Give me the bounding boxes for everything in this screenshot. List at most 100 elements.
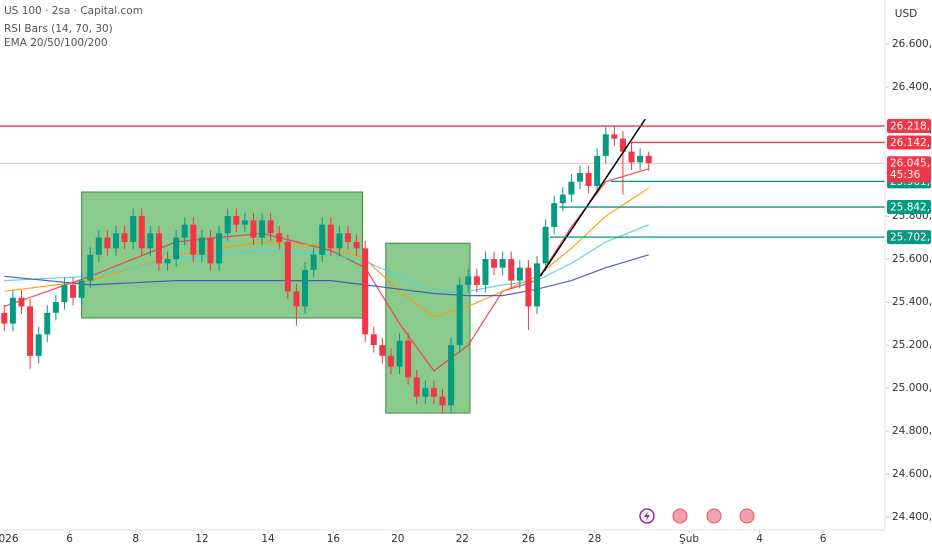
candle-body <box>267 220 274 234</box>
candle-body <box>456 284 463 346</box>
candle-body <box>1 312 8 324</box>
candle-body <box>551 203 558 227</box>
candle-body <box>259 220 266 238</box>
flag-icon[interactable] <box>706 508 722 524</box>
candle-body <box>637 155 644 163</box>
x-tick-label: 14 <box>261 533 275 545</box>
candle-body <box>147 233 154 249</box>
level-label: 26.218,8 <box>890 121 932 133</box>
candle-body <box>448 345 455 406</box>
candle-body <box>602 134 609 156</box>
candle-body <box>18 297 25 307</box>
level-label-bg <box>887 230 931 245</box>
candle-body <box>396 340 403 367</box>
candle-body <box>499 259 506 268</box>
candle-body <box>190 224 197 255</box>
candle-body <box>44 312 51 335</box>
symbol-title: US 100 · 2sa · Capital.com <box>4 5 143 17</box>
candle-body <box>293 291 300 307</box>
x-tick-label: 16 <box>327 533 341 545</box>
candle-body <box>138 216 145 249</box>
candle-body <box>439 396 446 406</box>
x-tick-label: 4 <box>756 533 763 545</box>
candle-body <box>276 233 283 242</box>
candle-body <box>302 269 309 307</box>
plot-area <box>0 118 885 414</box>
candle-body <box>9 297 16 324</box>
level-label-bg <box>887 135 931 150</box>
candle-body <box>508 259 515 281</box>
candle-body <box>473 276 480 285</box>
candle-body <box>78 280 85 298</box>
candle-body <box>130 216 137 242</box>
trendline <box>539 118 646 277</box>
last-price-bg <box>887 156 931 183</box>
candle-body <box>173 237 180 260</box>
candle-body <box>465 276 472 285</box>
candle-body <box>491 259 498 268</box>
x-tick-label: 6 <box>820 533 827 545</box>
y-tick-label: 24.400,0 <box>892 511 932 523</box>
range-box <box>385 242 471 414</box>
candle-body <box>207 237 214 264</box>
ema-line <box>4 254 649 297</box>
x-tick-label: 26 <box>522 533 536 545</box>
candle-body <box>422 388 429 397</box>
candle-body <box>594 155 601 186</box>
candle-body <box>121 233 128 242</box>
y-tick-label: 25.000,0 <box>892 382 932 394</box>
candle-body <box>542 226 549 264</box>
candle-body <box>344 233 351 242</box>
y-tick-label: 24.600,0 <box>892 468 932 480</box>
candle-body <box>336 233 343 249</box>
candle-body <box>250 220 257 238</box>
level-label: 25.842,0 <box>890 202 932 214</box>
x-tick-label: 20 <box>391 533 404 545</box>
indicator-label: RSI Bars (14, 70, 30) <box>4 23 113 35</box>
candle-body <box>310 254 317 270</box>
candle-body <box>52 302 59 313</box>
candle-body <box>482 259 489 285</box>
candle-body <box>362 248 369 335</box>
flag-icon[interactable] <box>739 508 755 524</box>
candle-body <box>413 377 420 397</box>
candle-body <box>104 237 111 249</box>
candle-body <box>27 306 34 356</box>
y-tick-label: 25.200,0 <box>892 339 932 351</box>
candle-body <box>164 259 171 264</box>
level-label: 25.702,1 <box>890 232 932 244</box>
candle-body <box>35 334 42 356</box>
countdown-label: 45:36 <box>890 169 921 181</box>
candle-body <box>611 134 618 139</box>
level-label: 26.142,5 <box>890 137 932 149</box>
candle-body <box>568 181 575 195</box>
candle-body <box>216 233 223 264</box>
y-tick-label: 26.600,0 <box>892 38 932 50</box>
candle-body <box>95 237 102 255</box>
y-tick-label: 26.400,0 <box>892 81 932 93</box>
x-tick-label: 22 <box>456 533 469 545</box>
candle-body <box>379 345 386 356</box>
candle-body <box>284 241 291 292</box>
x-tick-label: Şub <box>679 533 699 545</box>
candle-body <box>525 267 532 307</box>
candle-body <box>628 151 635 163</box>
indicator-label: EMA 20/50/100/200 <box>4 37 108 49</box>
last-price-label: 26.045,8 <box>890 158 932 170</box>
candle-body <box>370 334 377 346</box>
candle-body <box>645 155 652 164</box>
candle-body <box>181 224 188 238</box>
x-tick-label: 6 <box>66 533 73 545</box>
candle-body <box>327 224 334 249</box>
candle-body <box>155 233 162 264</box>
event-flags <box>672 508 755 524</box>
y-tick-label: 25.400,0 <box>892 296 932 308</box>
flag-icon[interactable] <box>672 508 688 524</box>
x-tick-label: 2026 <box>0 533 19 545</box>
currency-label[interactable]: USD <box>895 8 917 20</box>
candle-body <box>233 216 240 225</box>
candle-body <box>61 284 68 303</box>
level-label-bg <box>887 200 931 215</box>
